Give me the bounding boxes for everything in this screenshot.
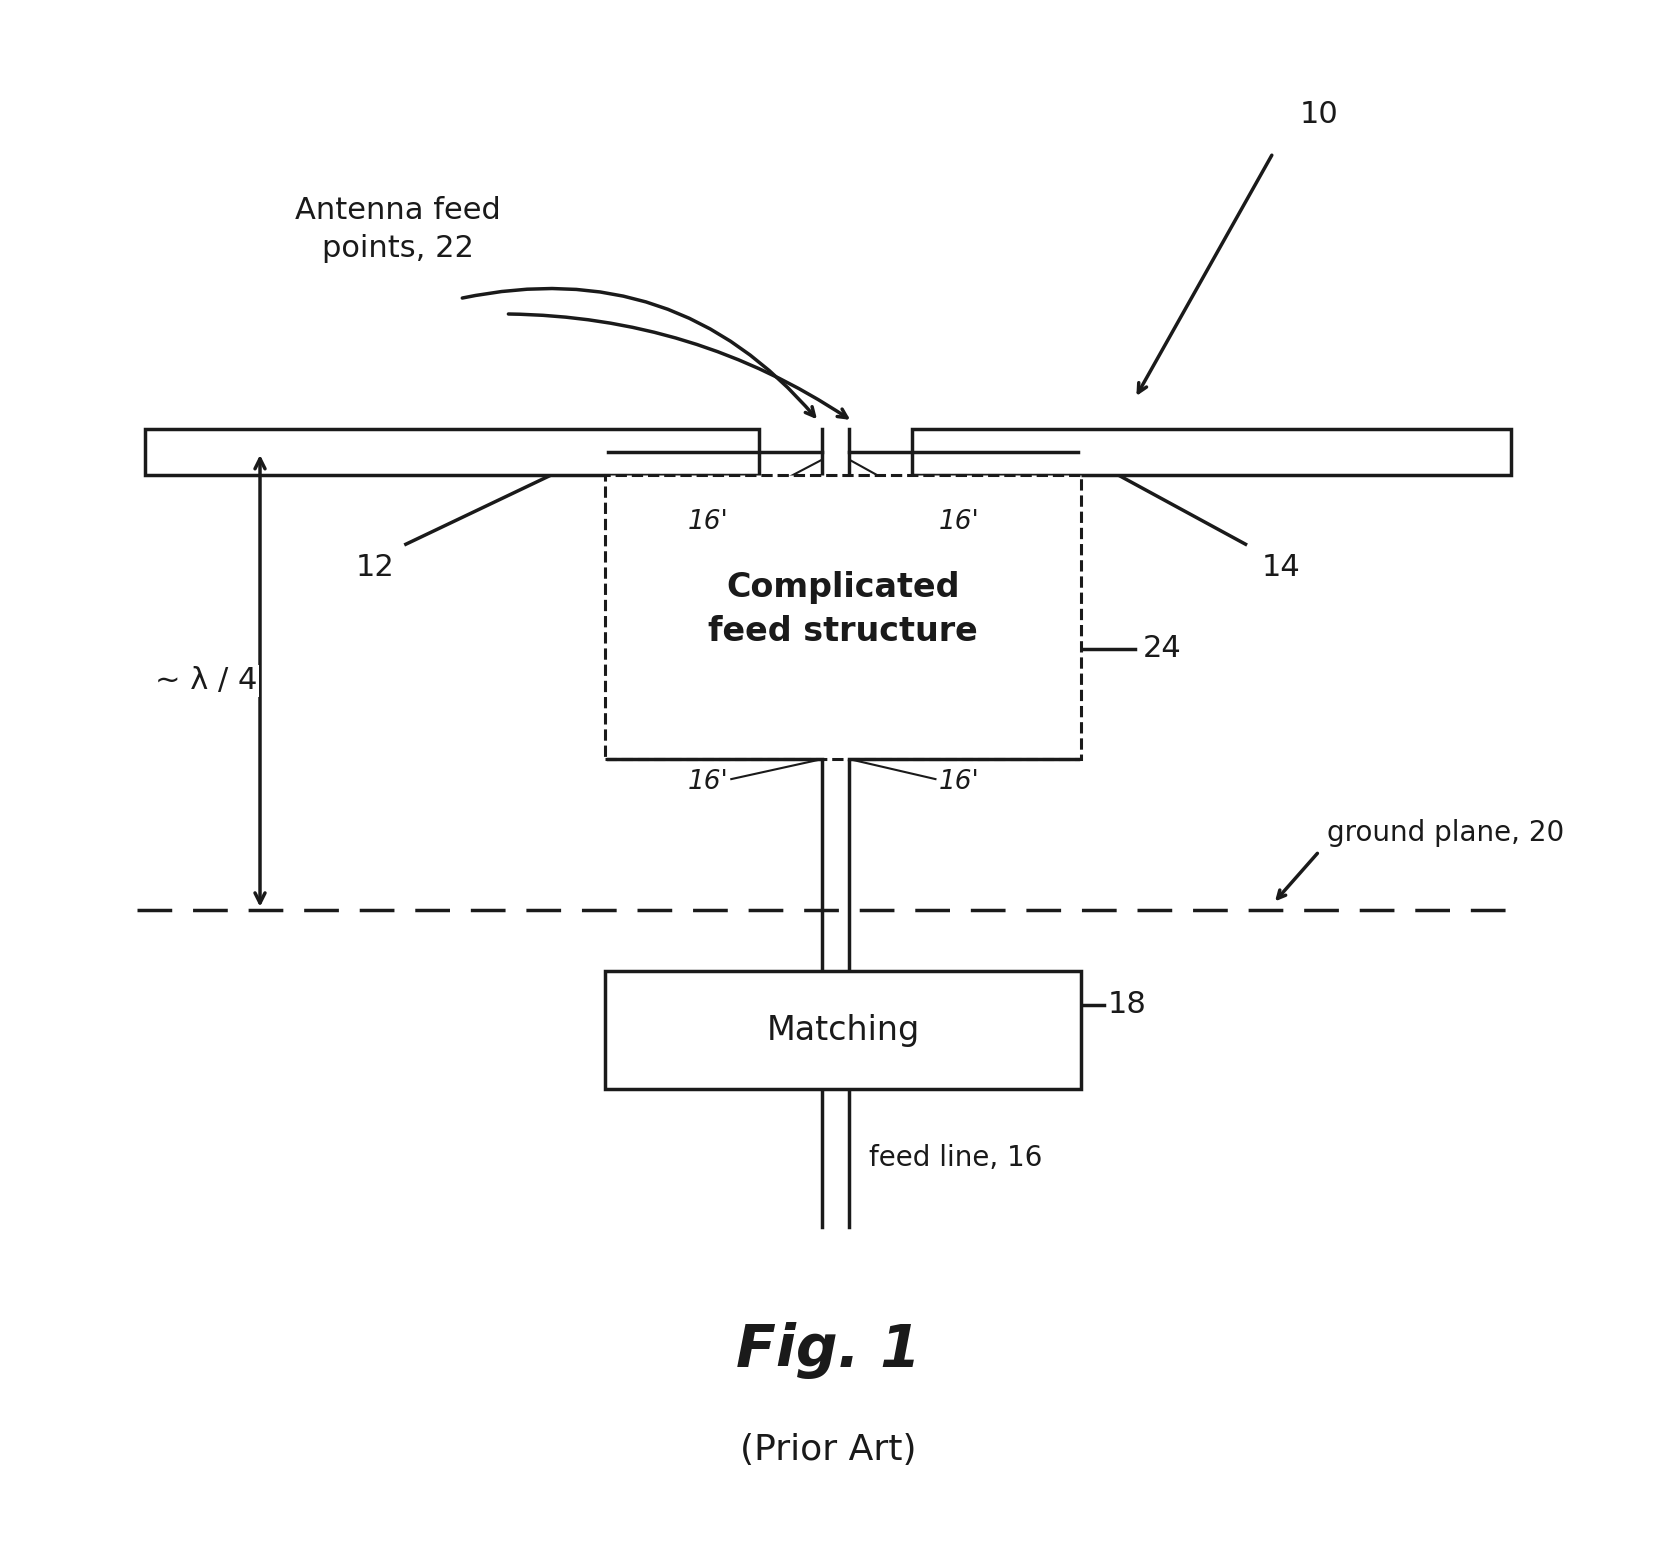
Text: 18: 18	[1107, 990, 1145, 1019]
Text: (Prior Art): (Prior Art)	[740, 1433, 915, 1467]
Text: 24: 24	[1142, 634, 1180, 663]
Text: Complicated
feed structure: Complicated feed structure	[708, 572, 978, 647]
Bar	[144, 429, 758, 476]
Text: ground plane, 20: ground plane, 20	[1326, 819, 1564, 847]
Bar	[606, 971, 1081, 1089]
Text: 16': 16'	[938, 510, 978, 534]
Text: 16': 16'	[687, 770, 728, 795]
Text: 10: 10	[1299, 99, 1337, 129]
Text: 16': 16'	[687, 510, 728, 534]
Text: feed line, 16: feed line, 16	[869, 1145, 1043, 1173]
Text: 12: 12	[356, 553, 394, 582]
Text: Matching: Matching	[766, 1013, 920, 1047]
Bar	[912, 429, 1511, 476]
Text: Antenna feed
points, 22: Antenna feed points, 22	[295, 195, 501, 263]
Text: 16': 16'	[938, 770, 978, 795]
Text: Fig. 1: Fig. 1	[735, 1321, 920, 1379]
Text: 14: 14	[1261, 553, 1299, 582]
Bar	[606, 476, 1081, 759]
Text: ~ λ / 4: ~ λ / 4	[156, 666, 257, 696]
